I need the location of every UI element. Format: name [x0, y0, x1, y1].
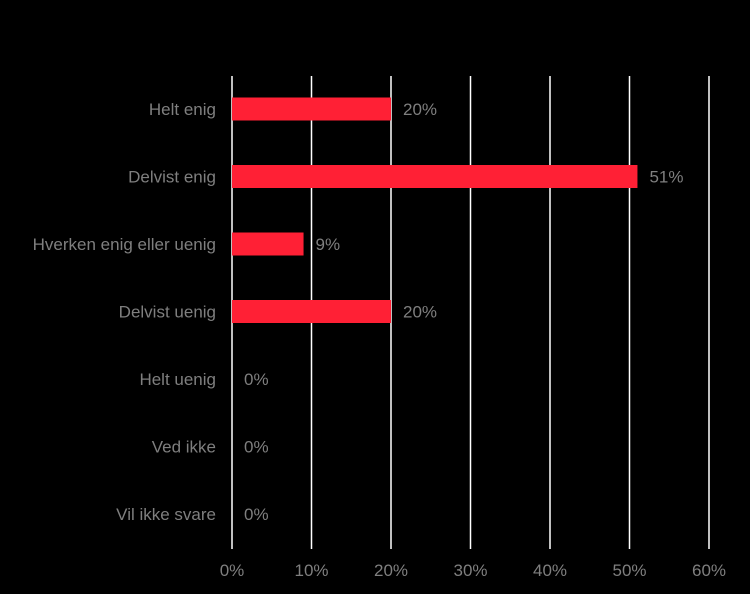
bar	[232, 232, 304, 256]
category-label: Ved ikke	[152, 438, 216, 457]
x-tick-label: 0%	[220, 561, 245, 580]
bar	[232, 165, 638, 188]
bar	[232, 300, 391, 323]
x-tick-label: 30%	[453, 561, 487, 580]
category-label: Delvist enig	[128, 168, 216, 187]
x-tick-label: 60%	[692, 561, 726, 580]
category-label: Hverken enig eller uenig	[33, 235, 216, 254]
value-label: 20%	[403, 303, 437, 322]
value-label: 0%	[244, 370, 269, 389]
x-tick-label: 50%	[612, 561, 646, 580]
x-tick-label: 20%	[374, 561, 408, 580]
bar	[232, 97, 391, 121]
labels: 0% 10% 20% 30% 40% 50% 60% Helt enig 20% Delvist …	[33, 100, 726, 580]
category-label: Vil ikke svare	[116, 505, 216, 524]
value-label: 51%	[649, 168, 683, 187]
category-label: Delvist uenig	[119, 303, 216, 322]
category-label: Helt enig	[149, 100, 216, 119]
value-label: 20%	[403, 100, 437, 119]
value-label: 0%	[244, 505, 269, 524]
x-tick-label: 40%	[533, 561, 567, 580]
x-tick-label: 10%	[294, 561, 328, 580]
value-label: 9%	[316, 235, 341, 254]
category-label: Helt uenig	[139, 370, 216, 389]
value-label: 0%	[244, 438, 269, 457]
bars	[232, 97, 638, 323]
